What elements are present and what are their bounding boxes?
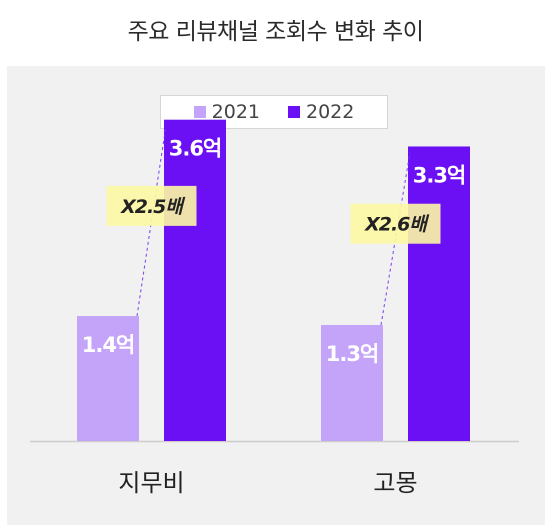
legend-label-2022: 2022 (306, 101, 355, 123)
legend-swatch-2022 (288, 106, 300, 118)
chart-title: 주요 리뷰채널 조회수 변화 추이 (127, 19, 424, 45)
growth-connector-1 (380, 152, 411, 326)
bar-2021-1 (321, 324, 383, 441)
bar-2022-0 (164, 119, 226, 441)
bar-2021-0 (77, 316, 139, 441)
legend-item-2021: 2021 (193, 101, 260, 123)
category-label-0: 지무비 (118, 469, 184, 497)
growth-callout-box-1 (350, 203, 441, 244)
growth-callout-label-1: X2.6배 (364, 214, 429, 236)
category-label-1: 고몽 (373, 469, 417, 497)
chart-legend: 2021 2022 (160, 95, 388, 129)
legend-swatch-2021 (193, 106, 206, 118)
bar-label-2021-1: 1.3억 (326, 342, 379, 366)
growth-callout-box-0 (106, 185, 197, 226)
bar-label-2022-0: 3.6억 (169, 137, 222, 161)
growth-callout-label-0: X2.5배 (120, 196, 185, 218)
legend-label-2021: 2021 (211, 101, 260, 123)
bar-2022-1 (408, 146, 470, 441)
legend-item-2022: 2022 (288, 101, 354, 123)
bar-label-2022-1: 3.3억 (413, 163, 466, 187)
bar-label-2021-0: 1.4억 (82, 333, 135, 357)
